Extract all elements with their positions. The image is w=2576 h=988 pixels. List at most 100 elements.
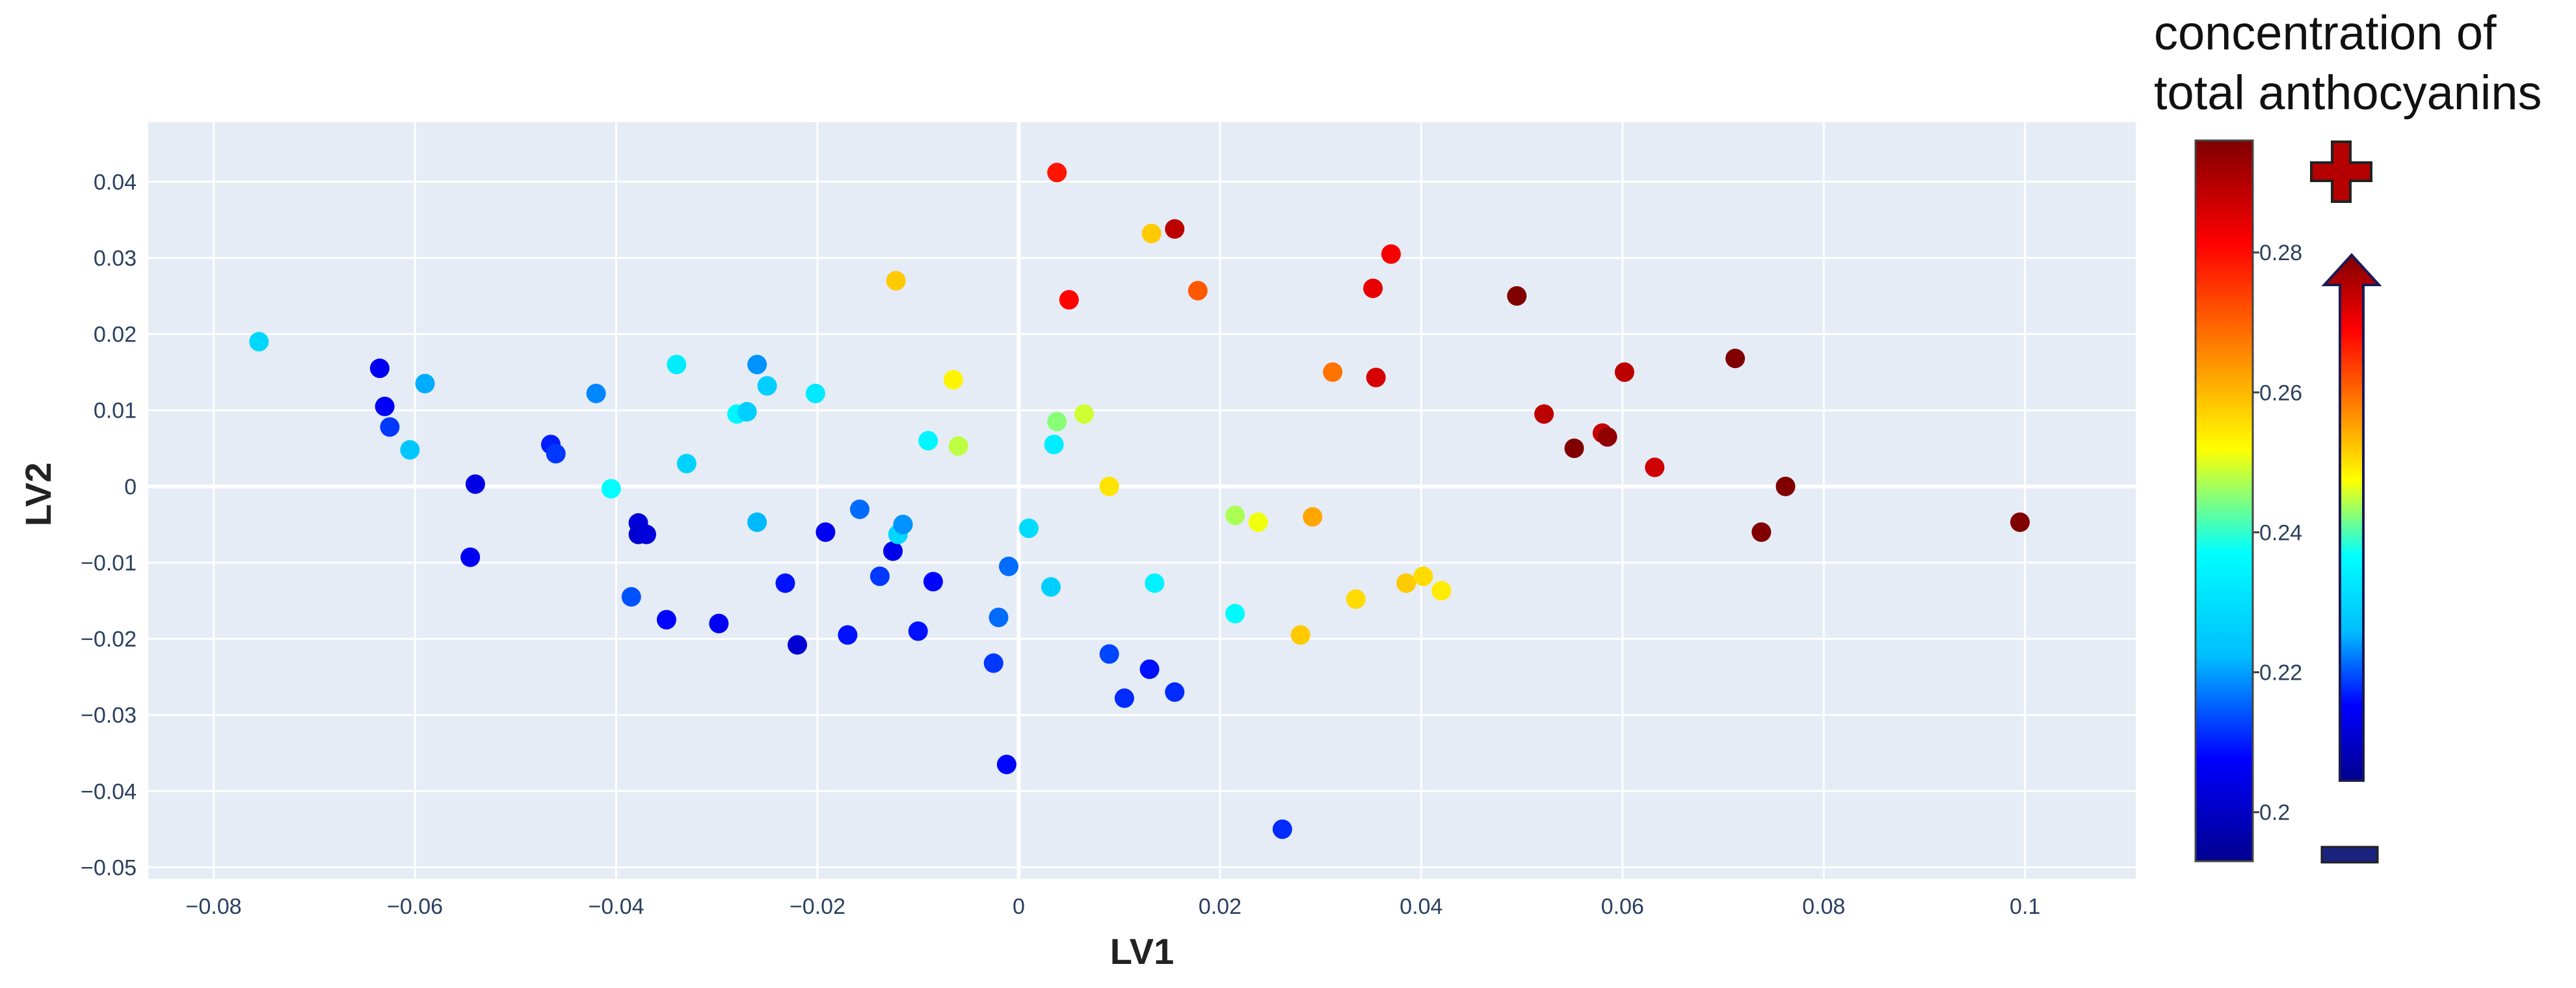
y-tick-label: −0.02 [81, 627, 137, 652]
x-tick-label: −0.02 [790, 894, 845, 919]
data-point [983, 653, 1003, 673]
x-axis-label: LV1 [1110, 931, 1175, 972]
y-tick-label: −0.03 [81, 703, 137, 728]
data-point [460, 547, 481, 567]
data-point [1114, 688, 1134, 708]
data-point [1225, 505, 1245, 526]
y-tick-label: −0.01 [81, 551, 137, 576]
data-point [380, 417, 400, 437]
data-point [586, 383, 606, 403]
data-point [1725, 349, 1746, 369]
data-point [1248, 512, 1268, 532]
data-point [996, 754, 1016, 775]
data-point [1165, 682, 1185, 702]
data-point [2010, 512, 2030, 532]
data-point [883, 541, 903, 561]
data-points [249, 163, 2030, 839]
y-tick-label: −0.05 [81, 855, 137, 880]
colorbar-title-line2: total anthocyanins [2154, 66, 2542, 120]
colorbar [2194, 139, 2254, 862]
data-point [1346, 589, 1366, 609]
data-point [415, 373, 435, 394]
data-point [249, 332, 269, 352]
y-axis-ticks: 0.04 0.03 0.02 0.01 0 −0.01 −0.02 −0.03 −0.04 −0.… [81, 170, 137, 880]
colorbar-title-line1: concentration of [2154, 6, 2497, 60]
data-point [375, 396, 395, 416]
x-tick-label: −0.08 [186, 894, 242, 919]
x-tick-label: 0.06 [1601, 894, 1644, 919]
plus-icon [2310, 140, 2372, 203]
colorbar-tick-label: 0.26 [2259, 381, 2302, 405]
data-point [775, 573, 795, 593]
data-point [1099, 476, 1119, 496]
data-point [656, 609, 676, 630]
data-point [1775, 476, 1796, 496]
data-point [1225, 604, 1245, 624]
data-point [747, 354, 767, 375]
colorbar-tick-label: 0.28 [2259, 241, 2302, 265]
data-point [1059, 289, 1079, 310]
x-tick-label: 0.02 [1199, 894, 1242, 919]
data-point [757, 376, 777, 396]
data-point [1290, 625, 1310, 645]
data-point [1396, 573, 1416, 593]
data-point [1141, 223, 1162, 243]
data-point [601, 479, 621, 499]
y-tick-label: 0.02 [94, 323, 137, 347]
data-point [870, 567, 890, 587]
data-point [849, 499, 870, 519]
data-point [676, 453, 697, 474]
colorbar-ticks: 0.2 0.22 0.24 0.26 0.28 [2253, 241, 2302, 825]
data-point [1044, 434, 1064, 455]
y-axis-label: LV2 [18, 462, 59, 527]
data-point [918, 431, 938, 451]
y-tick-label: 0 [124, 475, 137, 500]
data-point [621, 587, 641, 607]
data-point [805, 383, 825, 403]
y-tick-label: −0.04 [81, 779, 137, 804]
data-point [1188, 280, 1208, 300]
gradient-arrow-icon [2321, 253, 2382, 782]
data-point [1564, 438, 1584, 459]
data-point [369, 358, 390, 379]
plot-area [148, 122, 2136, 879]
x-tick-label: 0.04 [1400, 894, 1442, 919]
data-point [998, 556, 1018, 576]
data-point [1751, 522, 1772, 542]
colorbar-tick-label: 0.24 [2259, 520, 2302, 545]
y-tick-label: 0.04 [94, 170, 137, 194]
data-point [923, 572, 943, 592]
data-point [1047, 163, 1067, 183]
data-point [667, 354, 687, 375]
data-point [1413, 567, 1433, 587]
data-point [546, 444, 566, 464]
data-point [1139, 659, 1160, 679]
data-point [1099, 644, 1119, 664]
data-point [1363, 278, 1383, 299]
data-point [709, 613, 729, 634]
data-point [1431, 581, 1452, 601]
data-point [1645, 457, 1665, 477]
data-point [943, 369, 963, 390]
data-point [1534, 404, 1554, 424]
data-point [1323, 362, 1343, 382]
colorbar-tick-label: 0.2 [2259, 801, 2290, 825]
data-point [788, 635, 808, 655]
y-tick-label: 0.01 [94, 399, 137, 423]
x-tick-label: −0.06 [387, 894, 443, 919]
data-point [816, 522, 836, 542]
data-point [1165, 219, 1185, 239]
data-point [886, 271, 906, 291]
minus-icon [2320, 846, 2379, 864]
data-point [1381, 244, 1401, 264]
data-point [1597, 427, 1617, 447]
x-tick-label: −0.04 [588, 894, 644, 919]
data-point [737, 402, 757, 422]
x-tick-label: 0.1 [2010, 894, 2040, 919]
data-point [1145, 573, 1165, 593]
data-point [400, 440, 420, 460]
data-point [1303, 507, 1323, 527]
gridlines [148, 122, 2136, 879]
data-point [1272, 819, 1292, 839]
